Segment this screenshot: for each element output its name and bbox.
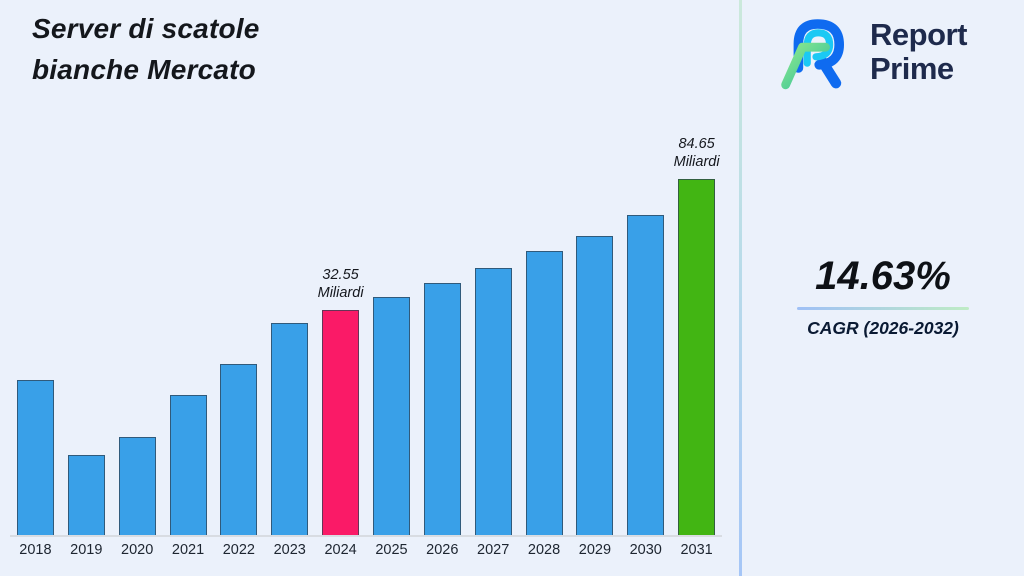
brand-name-line1: Report [870,17,967,52]
bar-column [112,120,163,535]
x-axis-label-2021: 2021 [171,542,205,558]
x-axis-label-2018: 2018 [19,542,52,558]
bar-column [620,120,671,535]
bar-2028 [525,251,563,535]
bar-chart: 32.55 Miliardi 84.65 Miliardi [10,120,722,537]
bar-2026 [423,283,461,535]
x-axis-labels: 2018 2019 2020 2021 2022 2023 2024 2025 2026 2027… [10,542,722,558]
bar-value-label-2031: 84.65 Miliardi [673,136,720,170]
brand-logo: Report Prime [776,12,1022,92]
x-axis-label-2022: 2022 [222,542,255,558]
bar-2021 [169,395,207,535]
cagr-stat: 14.63% CAGR (2026-2032) [795,254,971,339]
x-axis-label-2024: 2024 [324,542,357,558]
bar-series: 32.55 Miliardi 84.65 Miliardi [10,120,722,535]
bar-column: 32.55 Miliardi [315,120,366,535]
bar-2029 [576,236,614,535]
page-title: Server di scatole bianche Mercato [32,8,260,90]
bar-column [519,120,570,535]
x-axis-label-2029: 2029 [578,542,612,558]
bar-column [213,120,264,535]
report-prime-logo-icon [781,19,845,90]
bar-2018 [16,380,54,535]
page-title-line1: Server di scatole [32,13,260,44]
bar-2031 [678,179,716,535]
page-title-line2: bianche Mercato [32,54,256,85]
x-axis-label-2030: 2030 [629,542,662,558]
x-axis-label-2020: 2020 [121,542,154,558]
bar-2019 [67,455,105,535]
cagr-caption: CAGR (2026-2032) [807,318,959,338]
brand-name-line2: Prime [870,51,954,86]
bar-column [264,120,315,535]
bar-column [163,120,214,535]
bar-column [61,120,112,535]
bar-2022 [220,364,258,535]
bar-value-label-2024: 32.55 Miliardi [317,267,364,301]
x-axis-label-2019: 2019 [70,542,103,558]
x-axis-label-2023: 2023 [273,542,306,558]
bar-column [417,120,468,535]
bar-column [569,120,620,535]
bar-column: 84.65 Miliardi [671,120,722,535]
brand-name: Report Prime [870,18,967,86]
bar-2027 [474,268,512,535]
x-axis-label-2025: 2025 [375,542,408,558]
bar-2024 [322,310,360,535]
x-axis-label-2031: 2031 [680,542,713,558]
bar-column [366,120,417,535]
stat-underline [797,307,969,310]
bar-2023 [271,323,309,535]
bar-2030 [627,215,665,535]
x-axis-label-2027: 2027 [477,542,510,558]
bar-column [468,120,519,535]
bar-column [10,120,61,535]
x-axis-label-2028: 2028 [527,542,561,558]
x-axis-label-2026: 2026 [426,542,459,558]
bar-2025 [372,297,410,535]
cagr-value: 14.63% [815,254,951,298]
panel-divider [739,0,742,576]
bar-2020 [118,437,156,535]
